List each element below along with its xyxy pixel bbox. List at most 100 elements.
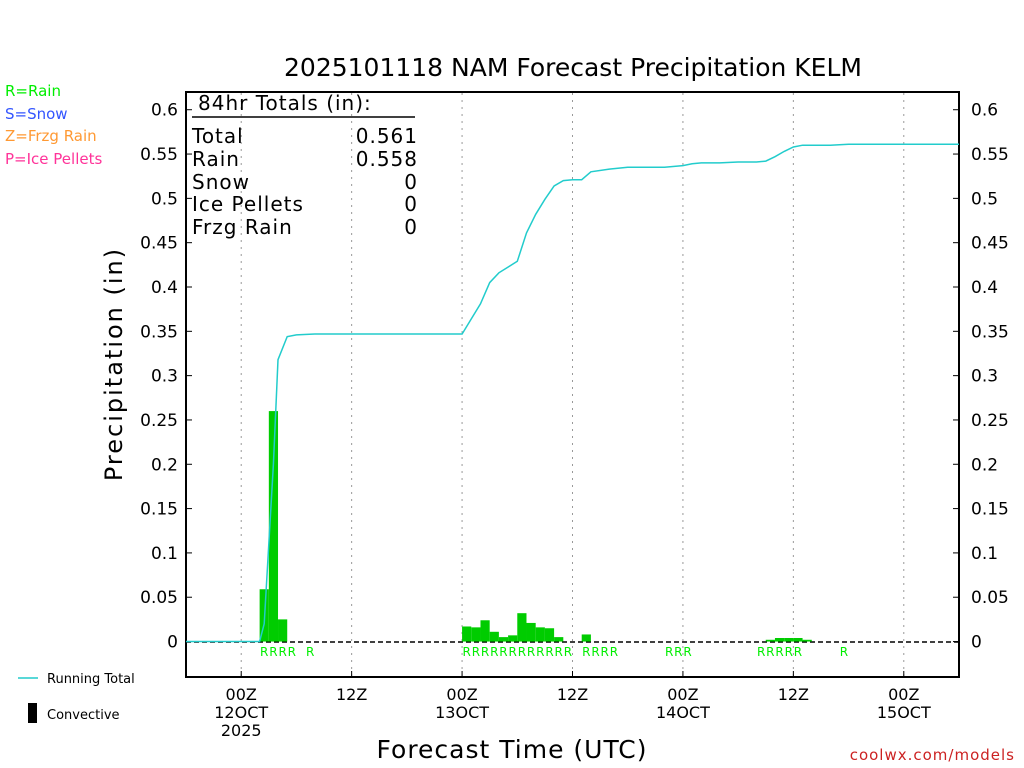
x-tick-label: 12Z [557, 685, 588, 704]
precip-bars [259, 411, 812, 642]
x-tick-label: 00Z [226, 685, 257, 704]
ptype-label: R [582, 645, 590, 659]
y-tick-label-left: 0.1 [151, 544, 178, 564]
ptype-label: R [536, 645, 544, 659]
precip-bar [581, 634, 591, 642]
chart-title: 2025101118 NAM Forecast Precipitation KE… [284, 53, 862, 82]
bottom-legend: Running Total Convective [18, 672, 135, 723]
y-tick-label-right: 0.3 [971, 367, 998, 387]
precip-bar [489, 631, 499, 642]
precip-bar [480, 620, 490, 642]
precip-bar [765, 639, 775, 642]
ptype-label: R [766, 645, 774, 659]
running-total-legend-label: Running Total [47, 672, 135, 687]
ptype-label: R [665, 645, 673, 659]
ptype-label: R [269, 645, 277, 659]
precip-bar [268, 411, 279, 642]
ptype-label: R [472, 645, 480, 659]
precip-bar [784, 638, 794, 642]
y-axis-label: Precipitation (in) [100, 247, 128, 481]
y-tick-label-right: 0.2 [971, 455, 998, 475]
x-tick-label: 12Z [778, 685, 809, 704]
ptype-label: R [518, 645, 526, 659]
x-axis-label: Forecast Time (UTC) [377, 735, 648, 764]
x-tick-label: 12Z [336, 685, 367, 704]
totals-box: 84hr Totals (in): Total 0.561 Rain 0.558… [191, 91, 418, 239]
y-ticks: 0 00.05 0.050.1 0.10.15 0.150.2 0.20.25 0.250.… [140, 101, 1009, 653]
legend-frzg-rain: Z=Frzg Rain [5, 127, 97, 145]
ptype-label: R [785, 645, 793, 659]
ptype-label: R [288, 645, 296, 659]
precip-bar [774, 638, 785, 642]
x-tick-label: 00Z [888, 685, 919, 704]
precip-bar [471, 627, 481, 642]
precip-bar [462, 626, 472, 642]
y-tick-label-left: 0.25 [140, 411, 178, 431]
ptype-label: R [260, 645, 268, 659]
totals-label-snow: Snow [192, 170, 250, 194]
y-tick-label-right: 0 [971, 633, 982, 653]
ptype-label: R [481, 645, 489, 659]
y-tick-label-left: 0.6 [151, 101, 178, 121]
ptype-label: R [591, 645, 599, 659]
totals-value-frzg-rain: 0 [404, 215, 418, 239]
y-tick-label-right: 0.05 [971, 588, 1009, 608]
y-tick-label-left: 0.55 [140, 145, 178, 165]
x-tick-label: 14OCT [656, 703, 710, 722]
y-tick-label-right: 0.4 [971, 278, 998, 298]
ptype-label: R [555, 645, 563, 659]
precip-bar [498, 637, 509, 642]
ptype-label: R [564, 645, 572, 659]
convective-swatch [28, 703, 37, 723]
ptype-label: R [840, 645, 848, 659]
y-tick-label-left: 0.3 [151, 367, 178, 387]
ptype-label: R [683, 645, 691, 659]
x-tick-label: 15OCT [877, 703, 931, 722]
precip-bar [554, 637, 564, 642]
precip-bar [526, 622, 536, 642]
y-tick-label-right: 0.55 [971, 145, 1009, 165]
legend-rain: R=Rain [5, 82, 61, 100]
watermark: coolwx.com/models [850, 746, 1015, 764]
ptype-label: R [499, 645, 507, 659]
totals-label-ice-pellets: Ice Pellets [192, 192, 304, 216]
precip-bar [535, 627, 545, 642]
totals-value-snow: 0 [404, 170, 418, 194]
y-tick-label-left: 0.05 [140, 588, 178, 608]
precip-bar [802, 639, 812, 642]
ptype-legend: R=Rain S=Snow Z=Frzg Rain P=Ice Pellets [5, 82, 102, 168]
totals-value-rain: 0.558 [356, 147, 418, 171]
ptype-label: R [527, 645, 535, 659]
running-total-line [186, 143, 959, 643]
x-tick-label: 2025 [221, 721, 262, 740]
convective-legend-label: Convective [47, 708, 120, 723]
totals-header: 84hr Totals (in): [198, 91, 372, 115]
legend-ice-pellets: P=Ice Pellets [5, 150, 102, 168]
ptype-label: R [545, 645, 553, 659]
precip-bar [517, 613, 527, 642]
ptype-label: R [610, 645, 618, 659]
legend-snow: S=Snow [5, 105, 68, 123]
ptype-label: R [674, 645, 682, 659]
ptype-label: R [490, 645, 498, 659]
totals-label-frzg-rain: Frzg Rain [192, 215, 293, 239]
ptype-label: R [509, 645, 517, 659]
y-tick-label-right: 0.1 [971, 544, 998, 564]
y-tick-label-left: 0 [167, 633, 178, 653]
ptype-label: R [306, 645, 314, 659]
x-tick-label: 00Z [446, 685, 477, 704]
x-tick-label: 12OCT [214, 703, 268, 722]
y-tick-label-right: 0.25 [971, 411, 1009, 431]
totals-value-ice-pellets: 0 [404, 192, 418, 216]
y-tick-label-right: 0.6 [971, 101, 998, 121]
ptype-label: R [601, 645, 609, 659]
ptype-label: R [757, 645, 765, 659]
y-tick-label-right: 0.35 [971, 322, 1009, 342]
ptype-label: R [278, 645, 286, 659]
precip-bar [508, 635, 518, 642]
ptype-label: R [775, 645, 783, 659]
y-tick-label-right: 0.5 [971, 189, 998, 209]
totals-label-rain: Rain [192, 147, 240, 171]
